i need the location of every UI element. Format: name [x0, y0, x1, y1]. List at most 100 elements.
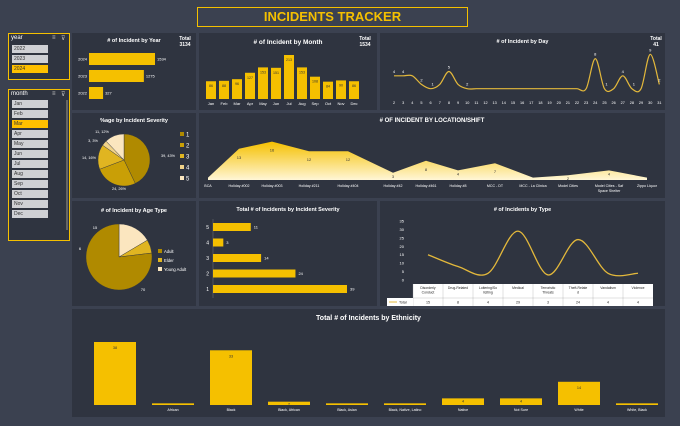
clear-filter-icon[interactable]: ⊽	[61, 36, 66, 42]
multi-select-icon[interactable]: ≡	[52, 35, 56, 41]
severity-bar-title: Total # of Incidents by Incident Severit…	[236, 207, 340, 213]
location-value-label: 13	[237, 155, 242, 160]
ethnicity-chart-title: Total # of Incidents by Ethnicity	[316, 315, 421, 322]
month-slicer-item[interactable]: Apr	[12, 130, 48, 138]
month-bar	[258, 67, 268, 99]
day-tick-label: 3	[402, 101, 404, 105]
severity-bar-panel: Total # of Incidents by Incident Severit…	[199, 201, 377, 306]
severity-tick-label: 1	[206, 287, 209, 293]
month-slicer-scrollbar[interactable]	[66, 100, 68, 230]
ethnicity-bar	[94, 342, 136, 405]
month-value-label: 84	[326, 85, 330, 89]
type-value-label: 8	[457, 301, 459, 305]
location-chart-title: # OF INCIDENT BY LOCATION/SHIFT	[379, 118, 485, 124]
multi-select-icon[interactable]: ≡	[52, 91, 56, 97]
severity-pct-label: 11, 12%	[95, 130, 109, 134]
year-chart: 2024 1534 2023 1275 2022 327	[78, 53, 167, 99]
ethnicity-value-label: 1	[636, 404, 638, 408]
month-slicer-item[interactable]: Oct	[12, 190, 48, 198]
month-slicer-item[interactable]: Mar	[12, 120, 48, 128]
location-tick-label: Holiday #42	[384, 184, 403, 188]
month-tick-label: Nov	[337, 101, 344, 106]
day-tick-label: 15	[511, 101, 515, 105]
severity-pct-label: 39, 43%	[161, 154, 176, 158]
severity-legend-swatch	[180, 132, 184, 136]
month-tick-label: Dec	[350, 101, 357, 106]
severity-value-label: 24	[298, 271, 303, 276]
month-chart-title: # of Incident by Month	[253, 39, 323, 46]
year-value-label: 1275	[146, 74, 156, 79]
month-slicer-item[interactable]: Sep	[12, 180, 48, 188]
month-slicer-item[interactable]: Jul	[12, 160, 48, 168]
type-category-label: liciting	[483, 291, 493, 295]
year-slicer-item[interactable]: 2022	[12, 45, 48, 53]
ethnicity-tick-label: Black	[227, 408, 236, 412]
ethnicity-bar	[326, 403, 368, 405]
age-legend-label: Adult	[164, 249, 174, 254]
type-value-label: 24	[576, 301, 580, 305]
type-category-label: d	[577, 291, 579, 295]
day-tick-label: 13	[493, 101, 497, 105]
month-slicer-item[interactable]: Jun	[12, 150, 48, 158]
year-chart-title: # of Incident by Year	[107, 38, 161, 44]
month-value-label: 213	[286, 58, 292, 62]
severity-pie-chart: 39, 43% 24, 26% 14, 16% 3, 3% 11, 12% 1 2 3 4 5	[82, 130, 190, 191]
ethnicity-tick-label: White	[574, 408, 583, 412]
day-tick-label: 16	[520, 101, 524, 105]
month-slicer-item[interactable]: Dec	[12, 210, 48, 218]
location-panel: # OF INCIDENT BY LOCATION/SHIFT BCA 13 Hol…	[199, 113, 665, 198]
type-series-line	[427, 230, 639, 277]
year-bar	[89, 87, 104, 99]
month-slicer-item[interactable]: Aug	[12, 170, 48, 178]
month-tick-label: Aug	[298, 101, 305, 106]
ethnicity-value-label: 2	[288, 403, 290, 407]
month-slicer-item[interactable]: May	[12, 140, 48, 148]
location-tick-label: Holiday #8	[450, 184, 467, 188]
year-slicer-item[interactable]: 2024	[12, 65, 48, 73]
month-total-value: 1534	[359, 42, 371, 48]
month-tick-label: Jan	[208, 101, 214, 106]
day-value-label: 8	[594, 52, 597, 57]
location-tick-label: Holiday #461	[416, 184, 437, 188]
month-slicer-item[interactable]: Nov	[12, 200, 48, 208]
clear-filter-icon[interactable]: ⊽	[61, 92, 66, 98]
year-total-box: Total 3134	[176, 36, 194, 48]
severity-tick-label: 2	[206, 272, 209, 278]
month-bar	[310, 76, 320, 99]
ethnicity-panel: Total # of Incidents by Ethnicity 38 1 Afr…	[72, 309, 665, 417]
year-tick-label: 2022	[78, 91, 88, 96]
ethnicity-bar	[268, 401, 310, 405]
day-tick-label: 17	[529, 101, 533, 105]
year-slicer-item[interactable]: 2023	[12, 55, 48, 63]
day-tick-label: 6	[430, 101, 432, 105]
month-tick-label: Jul	[286, 101, 291, 106]
type-y-tick-label: 5	[402, 269, 405, 274]
ethnicity-value-label: 1	[172, 404, 174, 408]
day-total-label: Total	[650, 36, 662, 42]
day-tick-label: 28	[630, 101, 634, 105]
day-tick-label: 26	[611, 101, 615, 105]
month-slicer-item[interactable]: Feb	[12, 110, 48, 118]
month-value-label: 86	[352, 84, 356, 88]
ethnicity-tick-label: Black, Native, Latino	[389, 408, 422, 412]
year-slicer: year ≡ ⊽ 2022 2023 2024	[8, 33, 70, 80]
month-bar	[219, 80, 229, 99]
location-value-label: 3	[392, 174, 395, 179]
incident-by-year-panel: # of Incident by Year Total 3134 2024 1534…	[72, 33, 196, 110]
month-tick-label: Apr	[247, 101, 254, 106]
day-tick-label: 23	[584, 101, 588, 105]
year-tick-label: 2023	[78, 74, 88, 79]
type-value-label: 29	[516, 301, 520, 305]
type-category-label: Violence	[632, 286, 645, 290]
type-value-label: 15	[426, 301, 430, 305]
ethnicity-value-label: 33	[229, 354, 233, 358]
location-tick-label: Holiday #404	[338, 184, 359, 188]
month-slicer-item[interactable]: Jan	[12, 100, 48, 108]
ethnicity-bar	[152, 403, 194, 405]
day-tick-label: 19	[547, 101, 551, 105]
year-tick-label: 2024	[78, 57, 88, 62]
location-value-label: 7	[494, 169, 497, 174]
location-value-label: 16	[270, 148, 275, 153]
location-tick-label: Holiday #211	[299, 184, 320, 188]
